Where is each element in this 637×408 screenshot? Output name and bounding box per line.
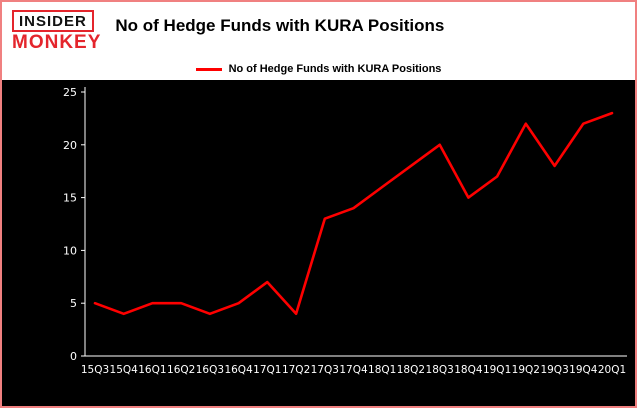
x-tick-label: 15Q4 (110, 364, 139, 376)
series-line (93, 111, 614, 316)
x-tick-label: 18Q3 (426, 364, 454, 376)
legend-label: No of Hedge Funds with KURA Positions (228, 63, 442, 75)
x-tick-label: 20Q1 (598, 364, 626, 376)
insider-monkey-logo: INSIDER MONKEY (12, 10, 101, 52)
x-tick-label: 15Q3 (81, 364, 109, 376)
x-tick-label: 16Q3 (196, 364, 224, 376)
x-tick-label: 17Q3 (311, 364, 339, 376)
y-tick-label: 20 (63, 139, 77, 152)
chart-legend: No of Hedge Funds with KURA Positions (2, 58, 635, 80)
y-tick-label: 0 (70, 350, 77, 363)
x-tick-label: 17Q2 (282, 364, 310, 376)
x-tick-label: 19Q4 (569, 364, 598, 376)
header: INSIDER MONKEY No of Hedge Funds with KU… (2, 2, 635, 58)
x-tick-label: 19Q3 (540, 364, 568, 376)
legend-line-swatch (195, 67, 222, 71)
x-tick-label: 18Q4 (454, 364, 483, 376)
logo-insider-text: INSIDER (12, 10, 94, 32)
x-tick-label: 16Q4 (224, 364, 253, 376)
x-tick-label: 19Q2 (512, 364, 540, 376)
y-tick-label: 5 (70, 297, 77, 310)
logo-monkey-text: MONKEY (12, 32, 102, 53)
x-tick-label: 16Q1 (138, 364, 166, 376)
x-tick-label: 18Q1 (368, 364, 396, 376)
x-tick-label: 19Q1 (483, 364, 511, 376)
chart-title: No of Hedge Funds with KURA Positions (115, 16, 445, 35)
y-tick-label: 10 (63, 244, 77, 257)
y-tick-label: 25 (63, 86, 77, 99)
x-tick-label: 17Q1 (253, 364, 281, 376)
x-tick-label: 17Q4 (339, 364, 368, 376)
x-tick-label: 18Q2 (397, 364, 425, 376)
x-tick-label: 16Q2 (167, 364, 195, 376)
y-tick-label: 15 (63, 192, 77, 205)
chart-panel: 0 5 10 15 20 25 15Q3 15Q4 16Q1 16Q2 16Q3 16Q4 17Q1 17… (2, 80, 635, 406)
